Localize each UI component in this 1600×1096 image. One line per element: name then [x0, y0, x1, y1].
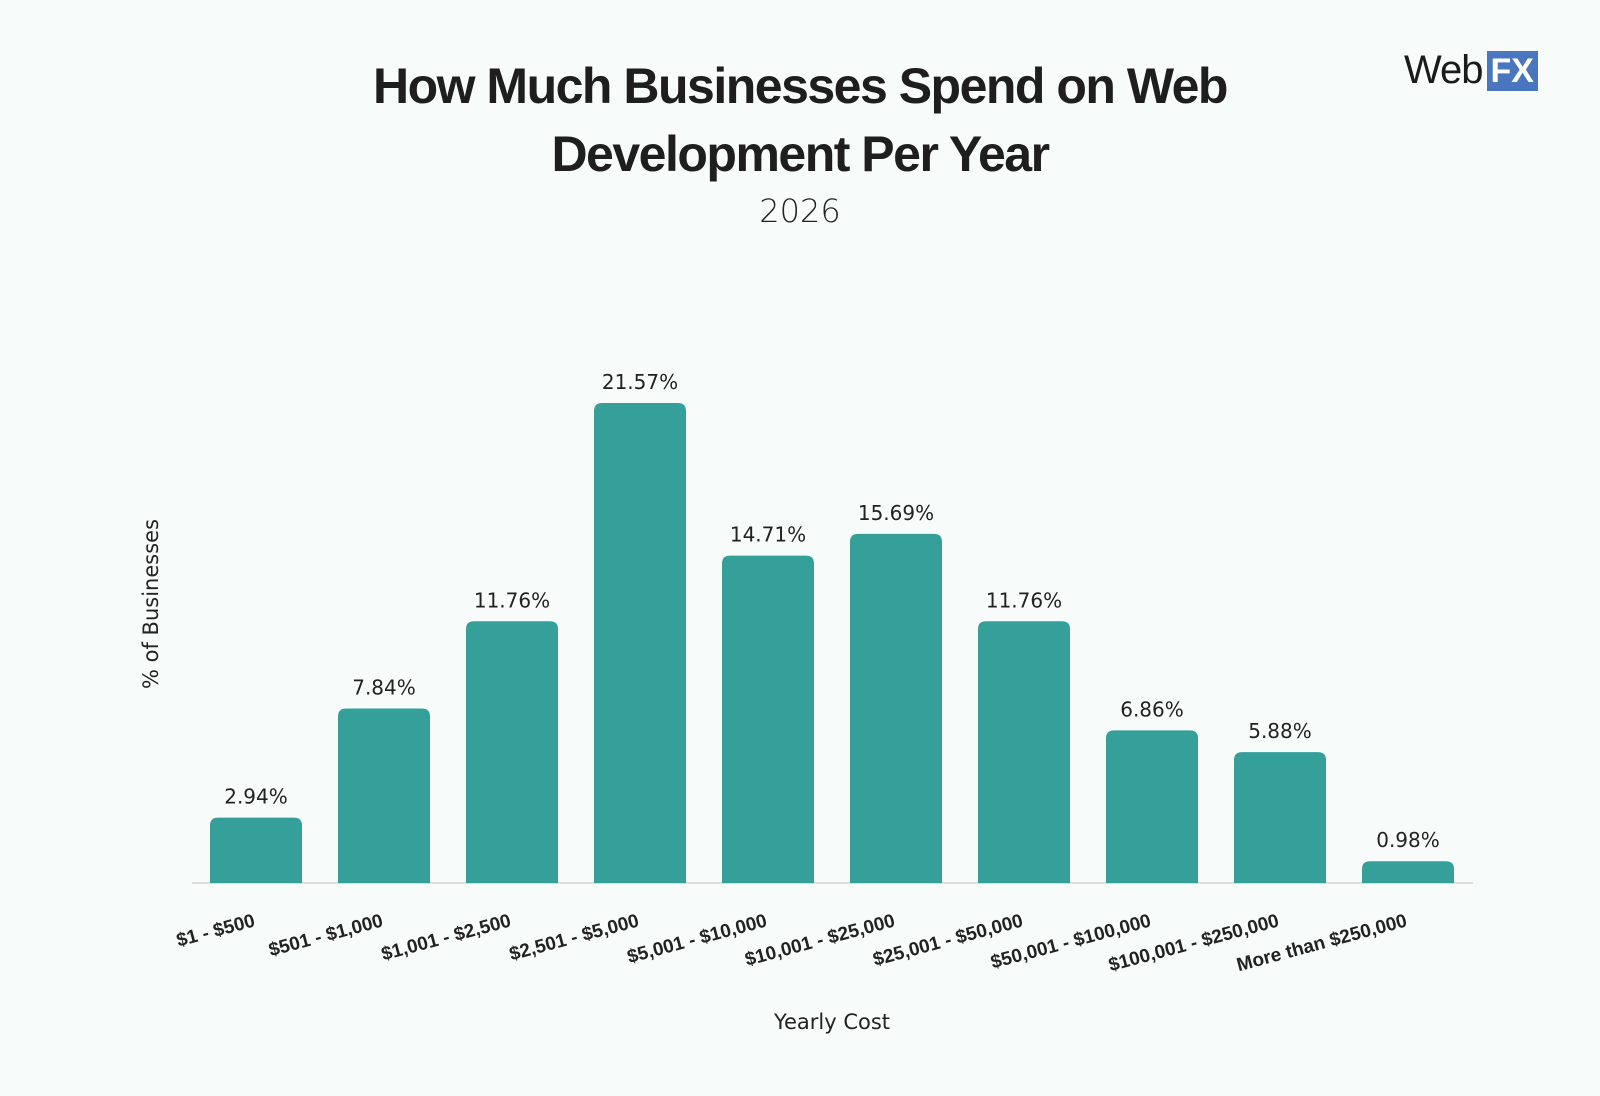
logo-text-web: Web	[1404, 48, 1484, 92]
webfx-logo: Web FX	[1404, 48, 1538, 93]
data-label: 2.94%	[224, 785, 288, 809]
bar	[722, 555, 814, 883]
x-tick-label: $1,001 - $2,500	[379, 911, 513, 966]
data-label: 15.69%	[858, 501, 934, 525]
data-label: 21.57%	[602, 370, 678, 394]
bar	[338, 708, 430, 883]
chart-title: How Much Businesses Spend on Web Develop…	[0, 52, 1600, 188]
bar	[210, 817, 302, 883]
bar	[466, 621, 558, 883]
chart-title-line1: How Much Businesses Spend on Web	[373, 58, 1228, 114]
chart-title-line2: Development Per Year	[551, 126, 1050, 182]
bar	[1362, 861, 1454, 883]
x-tick-label: $1 - $500	[174, 911, 257, 952]
data-label: 0.98%	[1376, 828, 1440, 852]
bar	[1106, 730, 1198, 883]
bar	[850, 533, 942, 883]
logo-text-fx: FX	[1486, 50, 1538, 91]
chart-subtitle: 2026	[759, 192, 841, 230]
data-label: 5.88%	[1248, 719, 1312, 743]
bar	[594, 403, 686, 883]
x-axis-label: Yearly Cost	[773, 1010, 890, 1034]
data-label: 14.71%	[730, 523, 806, 547]
data-label: 7.84%	[352, 676, 416, 700]
bar	[1234, 752, 1326, 883]
y-axis-label: % of Businesses	[139, 519, 163, 689]
x-tick-label: $2,501 - $5,000	[507, 911, 641, 966]
x-tick-label: $501 - $1,000	[267, 911, 386, 962]
data-label: 6.86%	[1120, 697, 1184, 721]
data-label: 11.76%	[474, 588, 550, 612]
data-label: 11.76%	[986, 588, 1062, 612]
bar	[978, 621, 1070, 883]
